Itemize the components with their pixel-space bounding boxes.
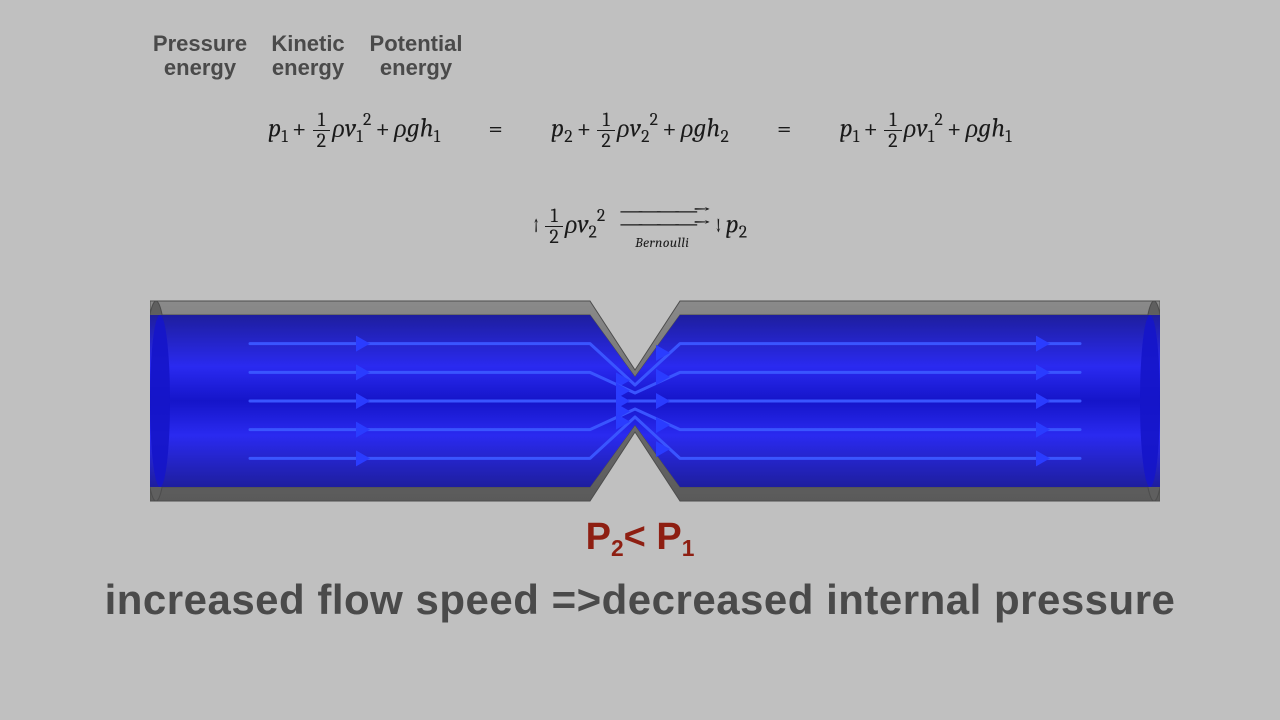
bernoulli-equation: p1+12ρv12+ρgh1=p2+12ρv22+ρgh2=p1+12ρv12+… [0,110,1280,151]
energy-term-labels: Pressure energy Kinetic energy Potential… [150,32,466,80]
bernoulli-diagram-stage: Pressure energy Kinetic energy Potential… [0,0,1280,720]
pressure-inequality: P2< P1 [0,516,1280,562]
label-pressure-energy: Pressure energy [150,32,250,80]
conclusion-text: increased flow speed =>decreased interna… [0,576,1280,624]
venturi-pipe-svg [150,296,1160,506]
bernoulli-implication: ↑12ρv22――――→――――→Bernoulli↓p2 [0,202,1280,251]
label-kinetic-energy: Kinetic energy [258,32,358,80]
venturi-pipe-diagram [150,296,1160,506]
label-potential-energy: Potential energy [366,32,466,80]
